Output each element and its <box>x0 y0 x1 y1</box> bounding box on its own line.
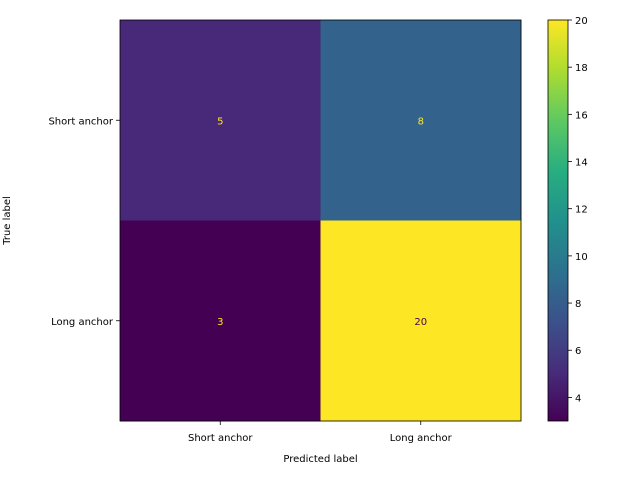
colorbar <box>548 20 568 421</box>
plot-frame <box>119 19 522 422</box>
x-axis-label: Predicted label <box>283 454 357 465</box>
colorbar-tick-label: 16 <box>575 110 588 121</box>
y-tick-label: Short anchor <box>48 116 113 127</box>
colorbar-tick-label: 8 <box>575 299 581 310</box>
cell-value-labels: 5 8 3 20 <box>217 116 427 328</box>
y-axis-ticks: Short anchor Long anchor <box>48 116 120 328</box>
colorbar-tick-label: 10 <box>575 252 588 263</box>
colorbar-frame <box>547 19 569 422</box>
cell-value-label: 3 <box>217 317 223 328</box>
cell-value-label: 20 <box>414 317 427 328</box>
x-tick-label: Short anchor <box>188 433 253 444</box>
colorbar-tick-label: 12 <box>575 205 588 216</box>
heatmap-cell <box>120 20 321 221</box>
x-tick-label: Long anchor <box>390 433 453 444</box>
x-axis-ticks: Short anchor Long anchor <box>188 421 453 444</box>
heatmap-cell <box>320 220 522 422</box>
heatmap-cells <box>120 20 522 422</box>
colorbar-tick-label: 14 <box>575 158 588 169</box>
colorbar-tick-label: 20 <box>575 16 588 27</box>
cell-value-label: 8 <box>418 116 424 127</box>
colorbar-ticks: 4 6 8 10 12 14 16 18 20 <box>568 16 588 404</box>
y-axis-label: True label <box>2 196 13 246</box>
colorbar-tick-label: 4 <box>575 393 581 404</box>
y-tick-label: Long anchor <box>51 317 114 328</box>
colorbar-tick-label: 18 <box>575 63 588 74</box>
heatmap-cell <box>320 20 522 221</box>
colorbar-tick-label: 6 <box>575 346 581 357</box>
cell-value-label: 5 <box>217 116 223 127</box>
heatmap-cell <box>120 220 321 422</box>
